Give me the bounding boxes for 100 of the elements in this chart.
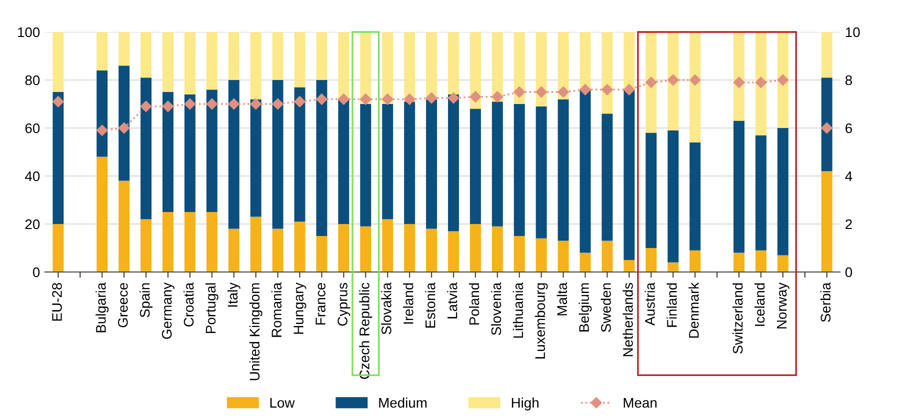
- bar: [426, 99, 438, 229]
- bar: [316, 32, 328, 80]
- bar: [294, 32, 306, 88]
- bar: [382, 32, 394, 104]
- bar: [536, 32, 547, 106]
- bar: [448, 94, 459, 232]
- point: [338, 94, 350, 105]
- bar: [250, 216, 262, 272]
- bar: [514, 32, 525, 104]
- point: [426, 92, 438, 104]
- point: [580, 84, 591, 96]
- x-tick-label: Latvia: [447, 282, 458, 318]
- bar: [52, 224, 64, 272]
- x-tick-label: Iceland: [754, 283, 765, 326]
- bar: [250, 99, 262, 217]
- bar: [777, 255, 788, 272]
- bar: [272, 32, 284, 80]
- y-tick-label: 60: [25, 123, 40, 134]
- bar: [96, 70, 108, 157]
- bar: [558, 32, 569, 100]
- x-tick-label: Switzerland: [732, 283, 743, 354]
- bar: [580, 252, 591, 272]
- bar: [690, 250, 701, 272]
- bar: [580, 90, 591, 253]
- x-tick-label: Lithuania: [512, 282, 524, 338]
- x-tick-label: EU-28: [52, 283, 62, 321]
- bar: [140, 219, 152, 272]
- x-tick-label: Poland: [468, 283, 480, 325]
- point: [448, 92, 460, 104]
- x-tick-label: Hungary: [294, 282, 306, 334]
- bar: [404, 102, 416, 224]
- x-tick-label: Slovenia: [490, 282, 502, 336]
- bar: [821, 78, 832, 172]
- point: [184, 98, 196, 110]
- point: [558, 86, 569, 98]
- x-tick-label: Croatia: [183, 282, 194, 326]
- bar: [184, 94, 196, 212]
- x-tick-label: United Kingdom: [249, 283, 262, 380]
- bar: [382, 104, 394, 220]
- y2-tick-label: 8: [845, 75, 852, 86]
- bar: [404, 32, 416, 102]
- bar: [646, 32, 657, 133]
- bar: [821, 171, 832, 272]
- y2-tick-label: 6: [846, 123, 852, 134]
- x-tick-label: Bulgaria: [96, 282, 109, 332]
- x-tick-label: Malta: [556, 282, 568, 316]
- bar: [228, 80, 240, 229]
- bar: [492, 102, 503, 226]
- bar: [690, 142, 701, 250]
- bar: [162, 32, 174, 92]
- point: [404, 94, 416, 105]
- bar: [755, 32, 766, 136]
- bar: [338, 32, 350, 100]
- x-tick-label: Denmark: [688, 282, 699, 338]
- bar: [316, 236, 328, 272]
- bar: [426, 228, 438, 272]
- x-tick-label: Netherlands: [622, 282, 633, 356]
- y2-tick-label: 0: [845, 267, 852, 278]
- bar: [492, 226, 503, 272]
- point: [96, 124, 108, 136]
- point: [733, 76, 745, 88]
- bar: [580, 32, 591, 90]
- bar: [668, 130, 679, 262]
- bar: [733, 120, 744, 253]
- bar: [514, 236, 525, 272]
- point: [667, 74, 679, 86]
- point: [250, 98, 262, 110]
- bar: [558, 99, 569, 241]
- point: [777, 74, 789, 86]
- y-tick-label: 0: [32, 267, 40, 278]
- y2-tick-label: 2: [846, 219, 852, 230]
- bar: [777, 128, 788, 256]
- bar: [184, 212, 196, 272]
- point: [492, 91, 504, 102]
- bar: [272, 228, 284, 272]
- bar: [558, 240, 569, 272]
- point: [646, 76, 657, 88]
- bar: [118, 66, 130, 181]
- point: [272, 98, 284, 110]
- bar: [448, 231, 459, 272]
- bar: [426, 32, 438, 100]
- bar: [184, 32, 196, 94]
- bar: [118, 180, 130, 272]
- point: [140, 100, 152, 112]
- point: [821, 122, 832, 134]
- y2-tick-label: 4: [845, 171, 852, 182]
- bar: [294, 87, 306, 222]
- bar: [492, 32, 503, 102]
- legend-label: Low: [270, 398, 295, 408]
- x-tick-label: Finland: [666, 283, 677, 327]
- bar: [206, 90, 218, 212]
- bar: [668, 262, 679, 272]
- point: [52, 96, 64, 108]
- point: [602, 84, 613, 96]
- bar: [646, 132, 657, 248]
- bar: [470, 108, 481, 224]
- bar: [360, 104, 372, 226]
- x-tick-label: Czech Republic: [359, 282, 372, 379]
- bar: [162, 212, 174, 272]
- bar: [206, 32, 218, 90]
